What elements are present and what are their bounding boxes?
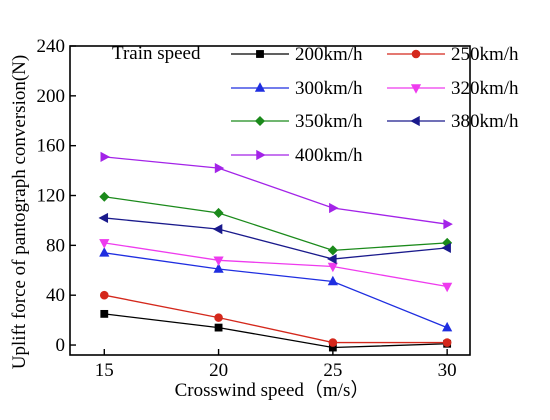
y-tick-label: 0	[56, 335, 66, 356]
legend-label: 320km/h	[451, 78, 519, 99]
data-point	[327, 245, 338, 256]
series-380km-h	[98, 212, 451, 265]
data-point	[441, 242, 451, 253]
y-tick-label: 160	[37, 136, 66, 157]
legend: Train speed 200km/h 250km/h 300km/h 320km/h 3…	[112, 43, 519, 166]
series-line	[104, 294, 448, 344]
y-tick-label: 240	[37, 36, 66, 57]
legend-entry: 320km/h	[387, 78, 519, 99]
data-point	[212, 224, 223, 235]
legend-marker	[254, 115, 266, 127]
legend-entry: 300km/h	[231, 78, 363, 99]
legend-entry: 380km/h	[387, 111, 519, 132]
series-350km-h	[99, 191, 453, 256]
series-250km-h	[99, 290, 452, 347]
data-point	[327, 262, 338, 273]
legend-label: 200km/h	[295, 44, 363, 65]
legend-label: 300km/h	[295, 78, 363, 99]
data-point	[442, 338, 452, 347]
legend-title: Train speed	[112, 43, 201, 64]
x-tick-label: 15	[95, 360, 114, 381]
legend-entry: 350km/h	[231, 111, 363, 132]
y-tick-label: 200	[37, 86, 66, 107]
y-tick-label: 40	[46, 285, 65, 306]
legend-label: 380km/h	[451, 111, 519, 132]
legend-label: 350km/h	[295, 111, 363, 132]
data-point	[442, 321, 453, 332]
series-400km-h	[100, 151, 453, 230]
legend-entry: 250km/h	[387, 44, 519, 65]
series-320km-h	[99, 239, 453, 293]
x-tick-label: 20	[209, 360, 228, 381]
x-axis-title: Crosswind speed（m/s）	[175, 379, 370, 401]
y-tick-label: 120	[37, 186, 66, 207]
data-point	[329, 202, 339, 214]
legend-marker	[254, 82, 266, 92]
data-point	[99, 191, 110, 202]
y-axis-title: Uplift force of pantograph conversion(N)	[9, 55, 30, 369]
plot-frame	[69, 45, 471, 356]
data-point	[99, 290, 109, 300]
x-tick-label: 25	[323, 360, 342, 381]
data-point	[213, 207, 224, 218]
legend-marker	[410, 115, 420, 127]
series-layer	[98, 151, 453, 352]
data-point	[442, 282, 453, 293]
data-point	[443, 219, 453, 230]
series-line	[104, 156, 448, 225]
data-point	[213, 263, 224, 273]
series-line	[104, 242, 448, 288]
data-point	[99, 247, 110, 257]
axes: 15 20 25 30 0 40 80 120 160 200 240	[37, 36, 471, 381]
legend-marker	[256, 149, 266, 161]
legend-marker	[256, 50, 264, 58]
series-line	[104, 313, 448, 349]
series-300km-h	[99, 247, 453, 332]
data-point	[214, 313, 223, 322]
series-line	[104, 252, 448, 329]
legend-marker	[411, 49, 421, 59]
data-point	[327, 275, 338, 286]
data-point	[98, 212, 109, 224]
data-point	[213, 256, 224, 267]
data-point	[328, 338, 338, 347]
x-tick-label: 30	[438, 360, 457, 381]
data-point	[100, 151, 111, 162]
data-point	[327, 253, 337, 265]
series-line	[104, 196, 448, 251]
y-tick-label: 80	[46, 235, 65, 256]
data-point	[214, 163, 225, 174]
legend-entry: 200km/h	[231, 44, 363, 65]
legend-marker	[410, 84, 422, 94]
data-point	[99, 239, 110, 249]
data-point	[100, 309, 109, 318]
data-point	[214, 323, 223, 332]
series-line	[104, 217, 448, 260]
legend-label: 250km/h	[451, 44, 519, 65]
legend-label: 400km/h	[295, 145, 363, 166]
legend-entry: 400km/h	[231, 145, 363, 166]
